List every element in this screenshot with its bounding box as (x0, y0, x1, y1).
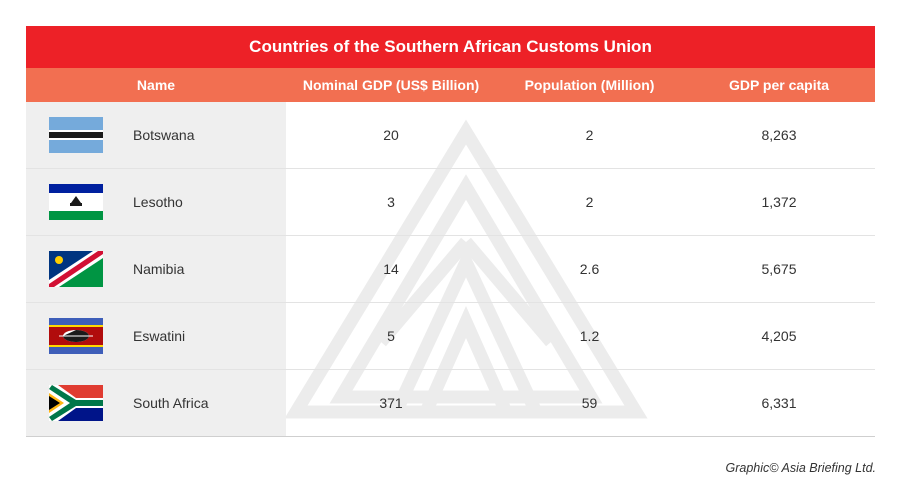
column-header-gdp: Nominal GDP (US$ Billion) (302, 77, 480, 93)
south-africa-flag (49, 385, 103, 421)
namibia-flag (49, 251, 103, 287)
country-name: Lesotho (133, 194, 183, 210)
gdp-per-capita-value: 4,205 (761, 328, 797, 344)
lesotho-flag (49, 184, 103, 220)
eswatini-flag (49, 318, 103, 354)
gdp-value: 5 (387, 328, 395, 344)
country-name: Namibia (133, 261, 185, 277)
population-value: 2.6 (579, 261, 600, 277)
country-name: South Africa (133, 395, 209, 411)
table-row: Namibia 14 2.6 5,675 (26, 236, 875, 303)
gdp-value: 14 (383, 261, 399, 277)
table-body: Botswana 20 2 8,263 Lesotho 3 2 1,372 (26, 102, 875, 437)
gdp-per-capita-value: 8,263 (761, 127, 797, 143)
credit-line: Graphic© Asia Briefing Ltd. (725, 461, 876, 475)
population-value: 2 (585, 194, 594, 210)
name-cell: Botswana (26, 102, 286, 168)
gdp-value: 371 (379, 395, 403, 411)
population-value: 2 (585, 127, 594, 143)
name-cell: South Africa (26, 370, 286, 436)
column-header-gdp-per-capita: GDP per capita (728, 77, 830, 93)
gdp-per-capita-value: 5,675 (761, 261, 797, 277)
gdp-value: 3 (387, 194, 395, 210)
country-name: Botswana (133, 127, 195, 143)
gdp-value: 20 (383, 127, 399, 143)
country-name: Eswatini (133, 328, 186, 344)
population-value: 59 (581, 395, 598, 411)
table-title: Countries of the Southern African Custom… (26, 26, 875, 68)
header-row: Name Nominal GDP (US$ Billion) Populatio… (26, 68, 875, 102)
name-cell: Lesotho (26, 169, 286, 235)
table-row: Eswatini 5 1.2 4,205 (26, 303, 875, 370)
column-header-name: Name (136, 77, 176, 93)
table-row: Lesotho 3 2 1,372 (26, 169, 875, 236)
gdp-per-capita-value: 1,372 (761, 194, 797, 210)
name-cell: Namibia (26, 236, 286, 302)
gdp-per-capita-value: 6,331 (761, 395, 797, 411)
botswana-flag (49, 117, 103, 153)
column-header-population: Population (Million) (524, 77, 655, 93)
population-value: 1.2 (579, 328, 600, 344)
sacu-table: Countries of the Southern African Custom… (26, 26, 875, 437)
table-row: South Africa 371 59 6,331 (26, 370, 875, 437)
name-cell: Eswatini (26, 303, 286, 369)
table-row: Botswana 20 2 8,263 (26, 102, 875, 169)
